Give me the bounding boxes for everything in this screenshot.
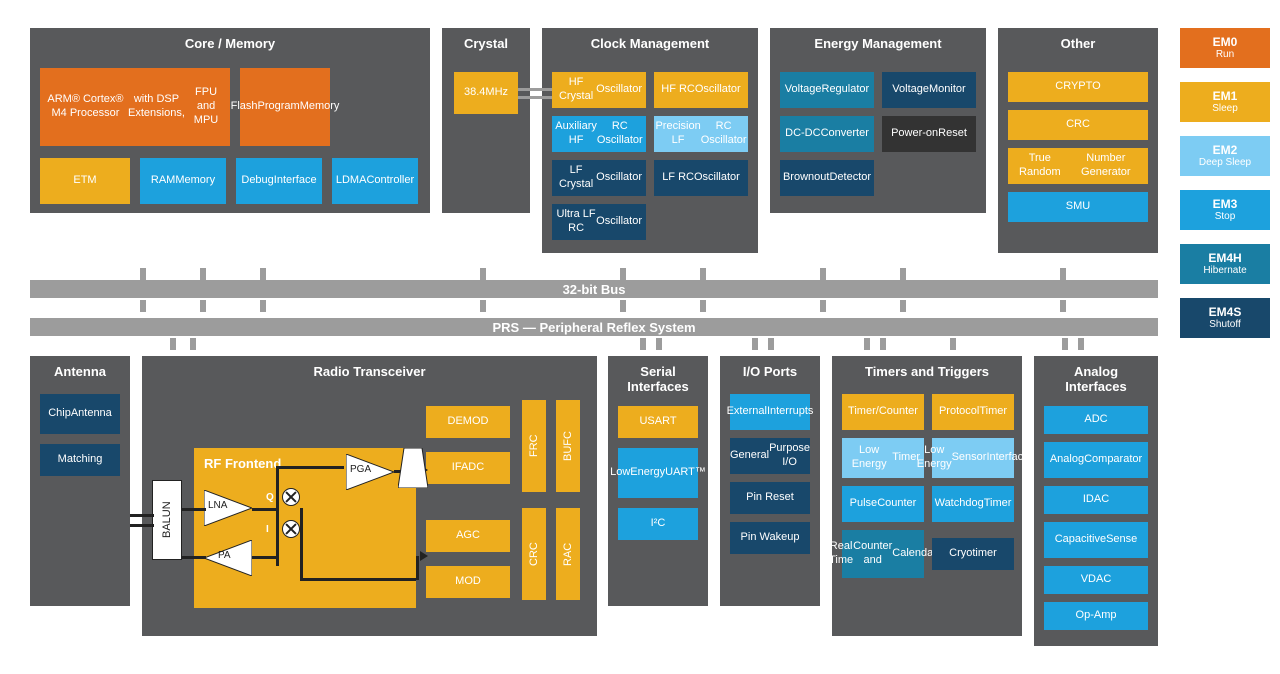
timers-block-1: ProtocolTimer (932, 394, 1014, 430)
other-block-1: CRC (1008, 110, 1148, 140)
timers-block-0: Timer/Counter (842, 394, 924, 430)
io-block-0: ExternalInterrupts (730, 394, 810, 430)
analog-block-5: Op-Amp (1044, 602, 1148, 630)
radio-vcol-1: BUFC (556, 400, 580, 492)
clock-block-4: LF CrystalOscillator (552, 160, 646, 196)
clock-block-2: Auxiliary HFRC Oscillator (552, 116, 646, 152)
legend-em2: EM2Deep Sleep (1180, 136, 1270, 176)
radio-vcol-3: RAC (556, 508, 580, 600)
clock-block-1: HF RCOscillator (654, 72, 748, 108)
legend-em4s: EM4SShutoff (1180, 298, 1270, 338)
panel-crystal: Crystal (442, 28, 530, 213)
balun: BALUN (152, 480, 182, 560)
serial-block-2: I²C (618, 508, 698, 540)
io-block-1: GeneralPurpose I/O (730, 438, 810, 474)
panel-title-io: I/O Ports (728, 364, 812, 379)
core-block-4: DebugInterface (236, 158, 322, 204)
lna-icon-label: LNA (208, 500, 227, 511)
radio-vcol-0: FRC (522, 400, 546, 492)
analog-block-4: VDAC (1044, 566, 1148, 594)
radio-vcol-2: CRC (522, 508, 546, 600)
core-block-3: RAMMemory (140, 158, 226, 204)
legend-em0: EM0Run (1180, 28, 1270, 68)
energy-block-4: BrownoutDetector (780, 160, 874, 196)
other-block-0: CRYPTO (1008, 72, 1148, 102)
legend-em4h: EM4HHibernate (1180, 244, 1270, 284)
timers-block-6: Real TimeCounter andCalendar (842, 530, 924, 578)
filter-icon (398, 448, 428, 488)
analog-block-0: ADC (1044, 406, 1148, 434)
legend-em3: EM3Stop (1180, 190, 1270, 230)
radio_sub-block-1: IFADC (426, 452, 510, 484)
energy-block-1: VoltageMonitor (882, 72, 976, 108)
timers-block-2: Low EnergyTimer (842, 438, 924, 478)
energy-block-2: DC-DCConverter (780, 116, 874, 152)
core-block-5: LDMAController (332, 158, 418, 204)
panel-title-core: Core / Memory (38, 36, 422, 51)
core-block-0: ARM® Cortex® M4 Processorwith DSP Extens… (40, 68, 230, 146)
clock-block-6: Ultra LF RCOscillator (552, 204, 646, 240)
panel-title-other: Other (1006, 36, 1150, 51)
io-block-2: Pin Reset (730, 482, 810, 514)
serial-block-0: USART (618, 406, 698, 438)
antenna-block-1: Matching (40, 444, 120, 476)
panel-title-clock: Clock Management (550, 36, 750, 51)
analog-block-3: CapacitiveSense (1044, 522, 1148, 558)
core-block-2: ETM (40, 158, 130, 204)
timers-block-3: Low EnergySensorInterface (932, 438, 1014, 478)
energy-block-3: Power-onReset (882, 116, 976, 152)
radio_sub-block-0: DEMOD (426, 406, 510, 438)
mixer-i-label: I (266, 524, 269, 535)
panel-title-analog: Analog Interfaces (1042, 364, 1150, 394)
crystal-block-0: 38.4MHz (454, 72, 518, 114)
clock-block-0: HF CrystalOscillator (552, 72, 646, 108)
radio_sub-block-3: MOD (426, 566, 510, 598)
timers-block-4: PulseCounter (842, 486, 924, 522)
clock-block-5: LF RCOscillator (654, 160, 748, 196)
other-block-3: SMU (1008, 192, 1148, 222)
pa-icon-label: PA (218, 550, 231, 561)
energy-block-0: VoltageRegulator (780, 72, 874, 108)
bus-32bit: 32-bit Bus (30, 280, 1158, 298)
mixer-q-label: Q (266, 492, 274, 503)
core-block-1: FlashProgramMemory (240, 68, 330, 146)
timers-block-5: WatchdogTimer (932, 486, 1014, 522)
conn-xtal-bot (518, 96, 552, 99)
panel-title-crystal: Crystal (450, 36, 522, 51)
panel-title-radio: Radio Transceiver (150, 364, 589, 379)
io-block-3: Pin Wakeup (730, 522, 810, 554)
legend-em1: EM1Sleep (1180, 82, 1270, 122)
panel-title-serial: Serial Interfaces (616, 364, 700, 394)
rf-title: RF Frontend (204, 456, 281, 471)
serial-block-1: LowEnergyUART™ (618, 448, 698, 498)
bus-prs: PRS — Peripheral Reflex System (30, 318, 1158, 336)
panel-title-timers: Timers and Triggers (840, 364, 1014, 379)
antenna-block-0: ChipAntenna (40, 394, 120, 434)
analog-block-2: IDAC (1044, 486, 1148, 514)
radio_sub-block-2: AGC (426, 520, 510, 552)
analog-block-1: AnalogComparator (1044, 442, 1148, 478)
clock-block-3: Precision LFRC Oscillator (654, 116, 748, 152)
panel-title-antenna: Antenna (38, 364, 122, 379)
timers-block-7: Cryotimer (932, 538, 1014, 570)
panel-title-energy: Energy Management (778, 36, 978, 51)
conn-xtal-top (518, 88, 552, 91)
other-block-2: True RandomNumber Generator (1008, 148, 1148, 184)
pga-icon-label: PGA (350, 464, 371, 475)
